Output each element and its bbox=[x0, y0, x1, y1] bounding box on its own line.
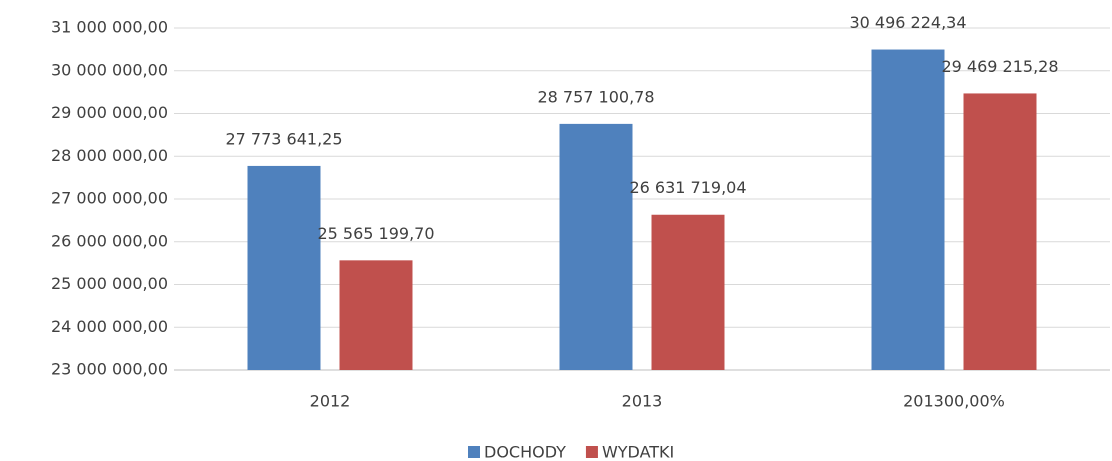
value-label: 30 496 224,34 bbox=[849, 13, 966, 32]
legend-swatch bbox=[585, 446, 598, 458]
y-tick-label: 29 000 000,00 bbox=[51, 103, 168, 122]
value-label: 25 565 199,70 bbox=[317, 224, 434, 243]
value-label: 28 757 100,78 bbox=[537, 87, 654, 106]
y-tick-label: 24 000 000,00 bbox=[51, 317, 168, 336]
legend-label: WYDATKI bbox=[602, 443, 674, 461]
bar bbox=[339, 260, 413, 370]
y-tick-label: 23 000 000,00 bbox=[51, 360, 168, 379]
bar bbox=[559, 123, 633, 370]
value-label: 27 773 641,25 bbox=[225, 129, 342, 148]
x-tick-label: 2012 bbox=[310, 392, 351, 411]
legend-swatch bbox=[468, 446, 480, 458]
y-tick-label: 27 000 000,00 bbox=[51, 189, 168, 208]
y-tick-label: 30 000 000,00 bbox=[51, 60, 168, 79]
x-tick-label: 2013 bbox=[622, 392, 663, 411]
x-tick-label: 201300,00% bbox=[903, 392, 1005, 411]
legend-label: DOCHODY bbox=[484, 443, 566, 461]
value-label: 29 469 215,28 bbox=[941, 57, 1058, 76]
bar bbox=[247, 165, 321, 370]
bar bbox=[871, 49, 945, 371]
bar bbox=[651, 214, 725, 370]
y-tick-label: 26 000 000,00 bbox=[51, 231, 168, 250]
value-label: 26 631 719,04 bbox=[629, 178, 746, 197]
y-tick-label: 28 000 000,00 bbox=[51, 146, 168, 165]
y-tick-label: 25 000 000,00 bbox=[51, 274, 168, 293]
y-tick-label: 31 000 000,00 bbox=[51, 18, 168, 37]
bar bbox=[963, 93, 1037, 371]
